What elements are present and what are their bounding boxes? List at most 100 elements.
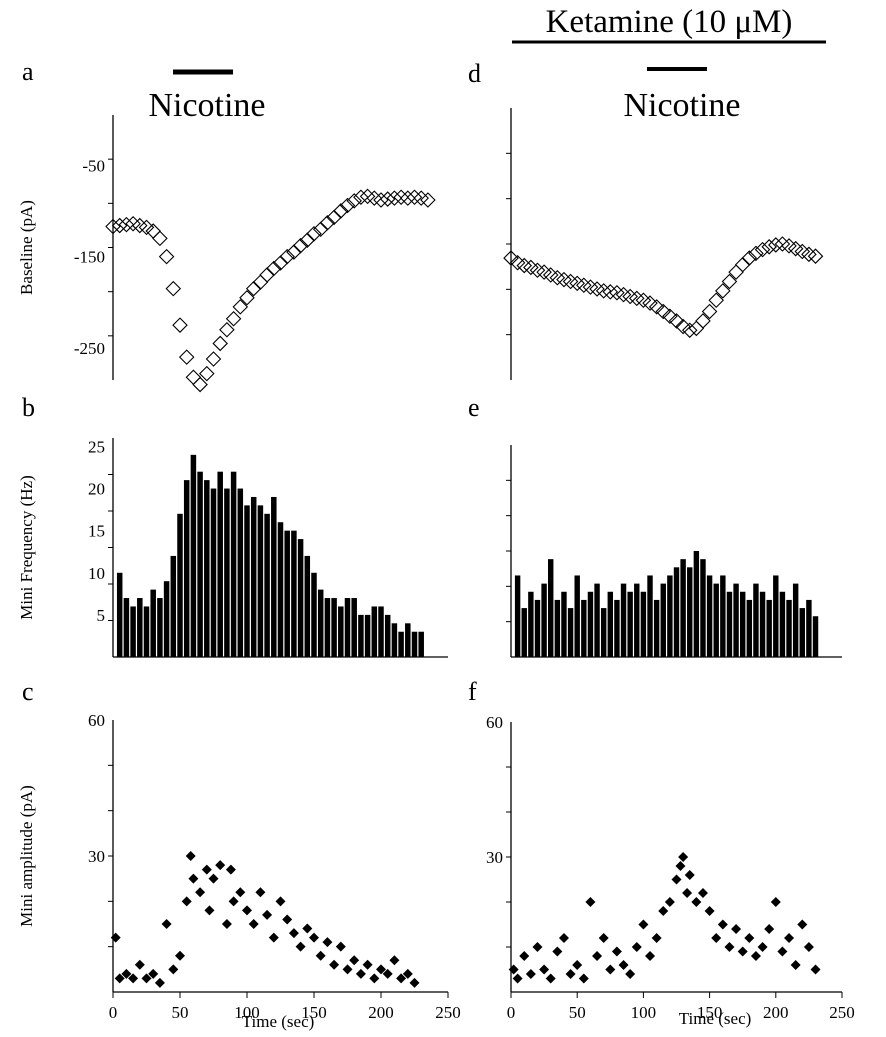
bar-b: [317, 589, 324, 657]
bar-e: [607, 591, 614, 657]
point-c: [148, 968, 159, 979]
point-a: [199, 365, 215, 382]
point-d: [549, 269, 566, 286]
point-c: [110, 932, 121, 943]
point-d: [768, 237, 784, 253]
point-a: [145, 223, 161, 239]
point-a: [312, 221, 329, 238]
point-d: [576, 277, 592, 294]
bar-e: [799, 608, 805, 657]
point-d: [629, 290, 645, 307]
point-d: [622, 288, 638, 305]
point-c: [349, 955, 360, 966]
x-tick-label-f: 200: [763, 1003, 789, 1022]
y-tick-label-a: -50: [82, 156, 105, 175]
point-d: [615, 286, 632, 303]
point-c: [309, 932, 319, 943]
point-a: [286, 244, 302, 260]
bar-b: [177, 513, 183, 657]
point-a: [132, 217, 148, 234]
y-tick-label-b: 20: [88, 480, 105, 499]
bar-e: [653, 599, 660, 657]
bar-e: [733, 583, 739, 657]
nicotine-label-left: Nicotine: [148, 87, 265, 124]
point-a: [111, 217, 128, 234]
bar-e: [514, 575, 521, 657]
point-f: [618, 960, 629, 970]
bar-e: [594, 583, 600, 657]
point-c: [268, 932, 279, 943]
bar-e: [600, 608, 607, 657]
point-c: [242, 905, 252, 916]
point-a: [366, 190, 383, 206]
point-a: [225, 310, 242, 327]
point-a: [359, 188, 376, 205]
bar-b: [411, 631, 418, 657]
y-tick-label-b: 15: [88, 522, 105, 541]
bar-e: [634, 583, 640, 657]
point-d: [569, 275, 585, 292]
bar-b: [297, 539, 304, 657]
point-a: [259, 267, 275, 283]
bar-e: [739, 591, 746, 657]
point-a: [252, 274, 269, 291]
y-tick-label-b: 5: [97, 606, 106, 625]
bar-e: [548, 559, 554, 657]
point-c: [396, 973, 407, 984]
point-c: [409, 977, 420, 988]
point-f: [770, 897, 781, 907]
point-f: [578, 973, 589, 984]
point-a: [178, 349, 195, 365]
point-d: [774, 236, 791, 252]
point-d: [695, 313, 711, 329]
y-tick-label-f: 60: [486, 713, 503, 732]
point-f: [651, 933, 662, 943]
point-f: [671, 874, 682, 885]
point-c: [208, 873, 219, 884]
bar-b: [271, 496, 277, 657]
x-axis-label-right: Time (sec): [679, 1009, 752, 1028]
bar-e: [620, 583, 627, 657]
bar-e: [759, 591, 766, 657]
bar-b: [364, 614, 371, 657]
ketamine-label: Ketamine (10 μM): [546, 4, 793, 40]
panel-c: 30 60 Mini amplitude (pA) 0 50 100 150 200 250: [17, 711, 461, 1022]
bar-e: [792, 583, 799, 657]
bar-e: [720, 575, 726, 657]
bar-b: [210, 488, 217, 657]
point-f: [737, 946, 748, 957]
point-f: [697, 888, 708, 898]
y-tick-label-c: 60: [88, 711, 105, 730]
point-f: [678, 852, 689, 862]
x-tick-label-c: 250: [435, 1003, 461, 1022]
x-tick-label-c: 150: [301, 1003, 327, 1022]
point-c: [195, 887, 206, 898]
point-a: [205, 351, 222, 367]
point-a: [333, 203, 349, 219]
bar-e: [567, 608, 574, 657]
bar-b: [344, 598, 351, 657]
point-f: [691, 897, 702, 907]
point-d: [721, 273, 738, 290]
point-a: [138, 219, 155, 236]
bar-b: [224, 488, 230, 657]
point-d: [529, 262, 546, 279]
bar-e: [660, 583, 666, 657]
point-f: [572, 960, 583, 970]
bar-e: [587, 591, 594, 657]
point-c: [362, 959, 373, 970]
bar-b: [358, 614, 364, 657]
point-c: [168, 964, 179, 975]
point-c: [134, 959, 145, 970]
point-d: [761, 239, 777, 255]
point-a: [192, 376, 208, 393]
bar-e: [667, 575, 673, 657]
point-f: [512, 973, 523, 984]
bar-e: [693, 551, 700, 657]
point-d: [675, 318, 691, 335]
point-a: [346, 193, 362, 209]
point-f: [731, 924, 742, 934]
bar-e: [786, 599, 792, 657]
point-d: [516, 257, 533, 274]
bar-b: [190, 454, 197, 657]
